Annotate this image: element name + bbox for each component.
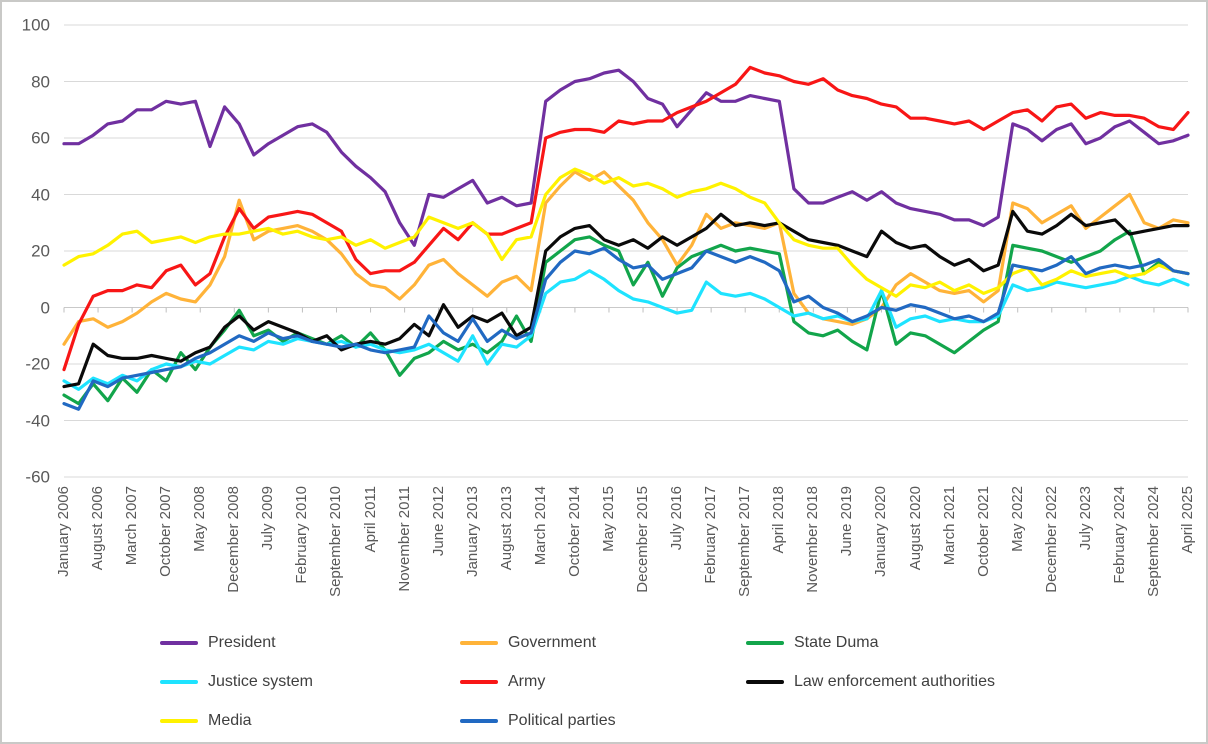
legend-swatch-icon (460, 680, 498, 684)
legend-label: Government (508, 634, 597, 651)
x-tick-label: March 2021 (940, 486, 958, 566)
x-tick-label: September 2024 (1144, 486, 1162, 597)
series-line-army (62, 65, 1190, 372)
y-tick-label: 0 (40, 298, 50, 317)
legend-label: Media (208, 712, 252, 729)
y-tick-label: 80 (31, 72, 50, 91)
y-tick-label: 100 (21, 15, 50, 35)
legend-swatch-icon (460, 641, 498, 645)
series-line-law-enforcement-authorities (62, 209, 1190, 389)
x-tick-label: September 2010 (327, 486, 345, 597)
legend-label: State Duma (794, 634, 879, 651)
legend-swatch-icon (746, 680, 784, 684)
legend-swatch-icon (160, 680, 198, 684)
legend-label: Justice system (208, 673, 313, 690)
series-line-political-parties (62, 246, 1190, 411)
x-tick-label: April 2011 (361, 486, 379, 553)
series-line-president (62, 68, 1190, 247)
x-tick-label: February 2024 (1110, 486, 1128, 584)
legend-swatch-icon (160, 719, 198, 723)
legend-swatch-icon (460, 719, 498, 723)
legend-swatch-icon (746, 641, 784, 645)
x-tick-label: September 2017 (736, 486, 754, 597)
x-tick-label: August 2013 (497, 486, 515, 571)
series-line-justice-system (62, 269, 1190, 391)
chart-legend: President Government State Duma Justice sys… (160, 632, 1140, 732)
legend-label: Political parties (508, 712, 616, 729)
series-line-media (62, 167, 1190, 298)
x-tick-label: December 2008 (225, 486, 243, 593)
x-tick-label: November 2011 (395, 486, 413, 592)
x-tick-label: May 2015 (599, 486, 617, 552)
x-tick-label: January 2006 (55, 486, 72, 577)
x-tick-label: January 2020 (872, 486, 890, 577)
legend-item-justice-system: Justice system (160, 671, 460, 693)
y-tick-label: 20 (31, 241, 50, 261)
y-tick-label: -40 (25, 411, 50, 430)
x-tick-label: May 2022 (1008, 486, 1026, 552)
legend-label: Army (508, 673, 546, 690)
legend-item-political-parties: Political parties (460, 710, 746, 732)
y-tick-label: 40 (31, 185, 50, 204)
legend-item-president: President (160, 632, 460, 654)
y-tick-label: -20 (25, 354, 50, 374)
x-tick-label: February 2010 (293, 486, 311, 584)
y-tick-label: 60 (31, 128, 50, 148)
series-line-state-duma (62, 229, 1190, 406)
series-line-government (62, 170, 1190, 346)
x-tick-label: July 2016 (668, 486, 686, 551)
legend-item-government: Government (460, 632, 746, 654)
x-tick-label: October 2014 (565, 486, 583, 577)
x-tick-label: June 2012 (429, 486, 447, 557)
x-tick-label: February 2017 (702, 486, 720, 584)
x-tick-label: April 2018 (770, 486, 788, 554)
x-tick-label: January 2013 (463, 486, 481, 577)
legend-item-army: Army (460, 671, 746, 693)
legend-label: Law enforcement authorities (794, 673, 995, 690)
legend-label: President (208, 634, 276, 651)
x-tick-label: July 2023 (1076, 486, 1094, 551)
x-tick-label: July 2009 (259, 486, 277, 551)
legend-item-law-enforcement-authorities: Law enforcement authorities (746, 671, 1106, 693)
x-tick-label: November 2018 (804, 486, 822, 593)
x-tick-label: August 2020 (906, 486, 924, 571)
x-tick-label: August 2006 (89, 486, 107, 571)
legend-item-state-duma: State Duma (746, 632, 1106, 654)
x-tick-label: April 2025 (1179, 486, 1196, 554)
legend-item-media: Media (160, 710, 460, 732)
x-tick-label: December 2022 (1042, 486, 1060, 593)
y-tick-label: -60 (25, 467, 50, 487)
x-tick-label: December 2015 (634, 486, 652, 593)
x-tick-label: October 2021 (974, 486, 992, 577)
x-tick-label: March 2014 (531, 486, 549, 566)
legend-swatch-icon (160, 641, 198, 645)
x-tick-label: March 2007 (123, 486, 141, 566)
x-tick-label: May 2008 (191, 486, 209, 552)
x-tick-label: June 2019 (838, 486, 856, 557)
x-tick-label: October 2007 (157, 486, 175, 577)
